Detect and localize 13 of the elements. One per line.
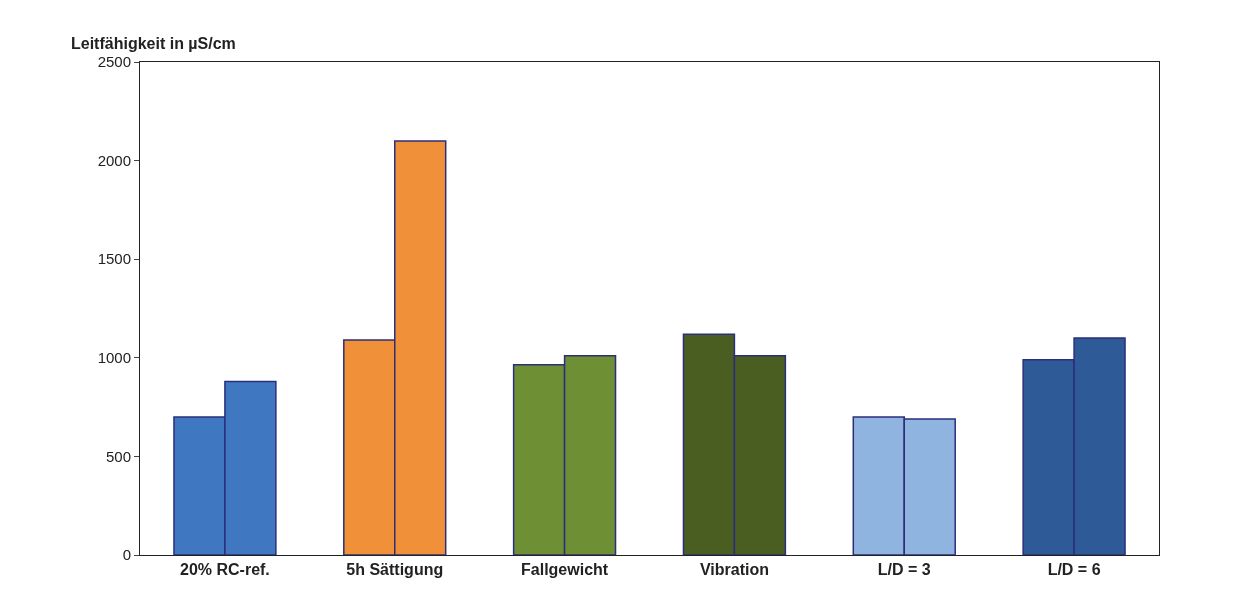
y-axis-title: Leitfähigkeit in µS/cm	[71, 35, 236, 52]
y-tick-label: 2500	[97, 53, 131, 71]
x-tick-label: 20% RC-ref.	[180, 561, 270, 579]
x-tick-label: L/D = 6	[1047, 561, 1101, 579]
y-tick-label: 500	[105, 447, 131, 465]
x-tick-label: L/D = 3	[877, 561, 931, 579]
x-tick-label: 5h Sättigung	[346, 561, 444, 579]
y-tick-label: 0	[122, 546, 131, 564]
y-tick-label: 1000	[97, 349, 131, 367]
y-tick-label: 2000	[97, 151, 131, 169]
x-tick-label: Fallgewicht	[521, 561, 609, 579]
x-tick-label: Vibration	[699, 561, 769, 579]
y-tick-label: 1500	[97, 250, 131, 268]
